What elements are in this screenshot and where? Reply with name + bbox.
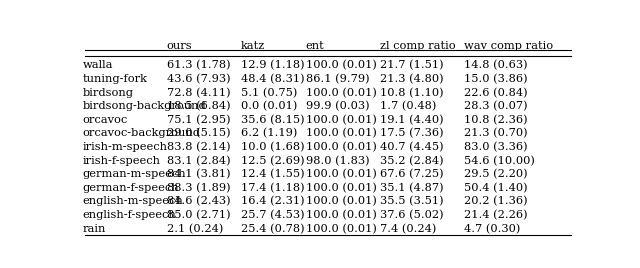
Text: 84.6 (2.43): 84.6 (2.43)	[167, 196, 230, 207]
Text: 18.5 (6.84): 18.5 (6.84)	[167, 101, 230, 111]
Text: irish-f-speech: irish-f-speech	[83, 155, 161, 166]
Text: 86.1 (9.79): 86.1 (9.79)	[306, 74, 369, 84]
Text: 25.7 (4.53): 25.7 (4.53)	[241, 210, 305, 220]
Text: ours: ours	[167, 42, 193, 51]
Text: 75.1 (2.95): 75.1 (2.95)	[167, 115, 230, 125]
Text: 29.0 (5.15): 29.0 (5.15)	[167, 128, 230, 139]
Text: 100.0 (0.01): 100.0 (0.01)	[306, 196, 376, 207]
Text: 100.0 (0.01): 100.0 (0.01)	[306, 88, 376, 98]
Text: birdsong: birdsong	[83, 88, 134, 98]
Text: 100.0 (0.01): 100.0 (0.01)	[306, 210, 376, 220]
Text: 67.6 (7.25): 67.6 (7.25)	[380, 169, 444, 180]
Text: 7.4 (0.24): 7.4 (0.24)	[380, 224, 436, 234]
Text: 14.8 (0.63): 14.8 (0.63)	[465, 60, 528, 71]
Text: 12.9 (1.18): 12.9 (1.18)	[241, 60, 305, 71]
Text: 4.7 (0.30): 4.7 (0.30)	[465, 224, 521, 234]
Text: orcavoc-background: orcavoc-background	[83, 128, 200, 138]
Text: 2.1 (0.24): 2.1 (0.24)	[167, 224, 223, 234]
Text: 15.0 (3.86): 15.0 (3.86)	[465, 74, 528, 84]
Text: 88.3 (1.89): 88.3 (1.89)	[167, 183, 230, 193]
Text: 85.0 (2.71): 85.0 (2.71)	[167, 210, 230, 220]
Text: 83.8 (2.14): 83.8 (2.14)	[167, 142, 230, 152]
Text: 35.2 (2.84): 35.2 (2.84)	[380, 155, 444, 166]
Text: 25.4 (0.78): 25.4 (0.78)	[241, 224, 305, 234]
Text: 100.0 (0.01): 100.0 (0.01)	[306, 115, 376, 125]
Text: 35.5 (3.51): 35.5 (3.51)	[380, 196, 444, 207]
Text: 19.1 (4.40): 19.1 (4.40)	[380, 115, 444, 125]
Text: katz: katz	[241, 42, 266, 51]
Text: 20.2 (1.36): 20.2 (1.36)	[465, 196, 528, 207]
Text: 29.5 (2.20): 29.5 (2.20)	[465, 169, 528, 180]
Text: irish-m-speech: irish-m-speech	[83, 142, 168, 152]
Text: 6.2 (1.19): 6.2 (1.19)	[241, 128, 298, 139]
Text: 17.4 (1.18): 17.4 (1.18)	[241, 183, 305, 193]
Text: 61.3 (1.78): 61.3 (1.78)	[167, 60, 230, 71]
Text: 72.8 (4.11): 72.8 (4.11)	[167, 88, 230, 98]
Text: 98.0 (1.83): 98.0 (1.83)	[306, 155, 369, 166]
Text: 10.8 (2.36): 10.8 (2.36)	[465, 115, 528, 125]
Text: 100.0 (0.01): 100.0 (0.01)	[306, 224, 376, 234]
Text: 21.3 (0.70): 21.3 (0.70)	[465, 128, 528, 139]
Text: 17.5 (7.36): 17.5 (7.36)	[380, 128, 444, 139]
Text: 37.6 (5.02): 37.6 (5.02)	[380, 210, 444, 220]
Text: 100.0 (0.01): 100.0 (0.01)	[306, 142, 376, 152]
Text: 83.1 (2.84): 83.1 (2.84)	[167, 155, 230, 166]
Text: 48.4 (8.31): 48.4 (8.31)	[241, 74, 305, 84]
Text: birdsong-background: birdsong-background	[83, 101, 206, 111]
Text: 12.5 (2.69): 12.5 (2.69)	[241, 155, 305, 166]
Text: 43.6 (7.93): 43.6 (7.93)	[167, 74, 230, 84]
Text: 40.7 (4.45): 40.7 (4.45)	[380, 142, 444, 152]
Text: 22.6 (0.84): 22.6 (0.84)	[465, 88, 528, 98]
Text: 100.0 (0.01): 100.0 (0.01)	[306, 128, 376, 139]
Text: 5.1 (0.75): 5.1 (0.75)	[241, 88, 298, 98]
Text: orcavoc: orcavoc	[83, 115, 128, 125]
Text: 12.4 (1.55): 12.4 (1.55)	[241, 169, 305, 180]
Text: 100.0 (0.01): 100.0 (0.01)	[306, 60, 376, 71]
Text: tuning-fork: tuning-fork	[83, 74, 147, 84]
Text: 28.3 (0.07): 28.3 (0.07)	[465, 101, 528, 111]
Text: 10.0 (1.68): 10.0 (1.68)	[241, 142, 305, 152]
Text: german-m-speech: german-m-speech	[83, 169, 186, 179]
Text: 1.7 (0.48): 1.7 (0.48)	[380, 101, 436, 111]
Text: 99.9 (0.03): 99.9 (0.03)	[306, 101, 369, 111]
Text: rain: rain	[83, 224, 106, 234]
Text: german-f-speech: german-f-speech	[83, 183, 179, 193]
Text: 21.4 (2.26): 21.4 (2.26)	[465, 210, 528, 220]
Text: 83.0 (3.36): 83.0 (3.36)	[465, 142, 528, 152]
Text: 0.0 (0.01): 0.0 (0.01)	[241, 101, 298, 111]
Text: 35.1 (4.87): 35.1 (4.87)	[380, 183, 444, 193]
Text: 100.0 (0.01): 100.0 (0.01)	[306, 169, 376, 180]
Text: 16.4 (2.31): 16.4 (2.31)	[241, 196, 305, 207]
Text: wav comp ratio: wav comp ratio	[465, 42, 554, 51]
Text: 10.8 (1.10): 10.8 (1.10)	[380, 88, 444, 98]
Text: english-m-speech: english-m-speech	[83, 196, 183, 206]
Text: 84.1 (3.81): 84.1 (3.81)	[167, 169, 230, 180]
Text: 100.0 (0.01): 100.0 (0.01)	[306, 183, 376, 193]
Text: 50.4 (1.40): 50.4 (1.40)	[465, 183, 528, 193]
Text: 21.7 (1.51): 21.7 (1.51)	[380, 60, 444, 71]
Text: walla: walla	[83, 60, 113, 70]
Text: english-f-speech: english-f-speech	[83, 210, 176, 220]
Text: 21.3 (4.80): 21.3 (4.80)	[380, 74, 444, 84]
Text: 54.6 (10.00): 54.6 (10.00)	[465, 155, 535, 166]
Text: ent: ent	[306, 42, 324, 51]
Text: zl comp ratio: zl comp ratio	[380, 42, 456, 51]
Text: 35.6 (8.15): 35.6 (8.15)	[241, 115, 305, 125]
